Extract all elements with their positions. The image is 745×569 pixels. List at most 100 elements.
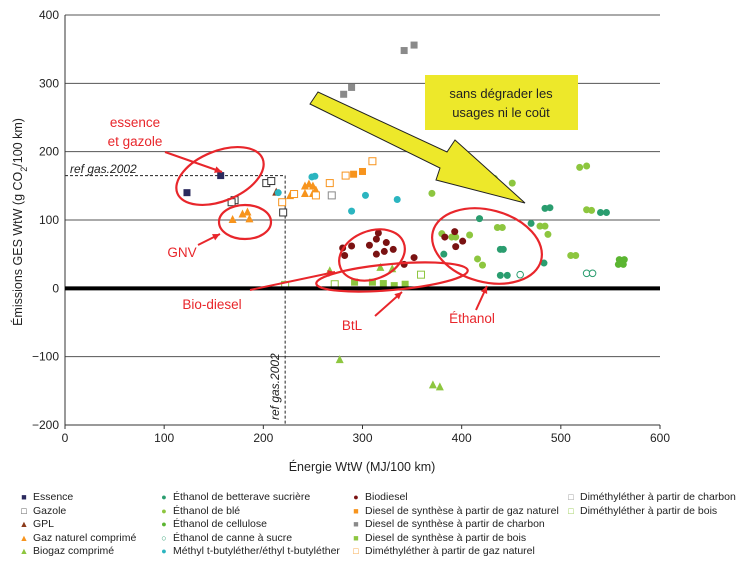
data-point xyxy=(508,179,516,187)
legend-label: Éthanol de canne à sucre xyxy=(173,531,293,544)
legend-item: ▲ GPL xyxy=(18,518,136,532)
data-point xyxy=(327,191,336,200)
legend-item: ○ Éthanol de canne à sucre xyxy=(158,532,340,546)
data-point xyxy=(311,172,319,180)
label-ref-vertical: ref gas.2002 xyxy=(268,353,282,420)
data-point xyxy=(308,181,317,190)
legend-item: ● Méthyl t-butyléther/éthyl t-butyléther xyxy=(158,545,340,559)
data-point xyxy=(368,278,376,286)
legend-item: ● Éthanol de betterave sucrière xyxy=(158,491,340,505)
legend-marker-icon: ▲ xyxy=(19,532,29,543)
label-biodiesel: Bio-diesel xyxy=(182,297,241,312)
legend-label: Diesel de synthèse à partir de gaz natur… xyxy=(365,504,559,517)
callout-line-1: sans dégrader les xyxy=(449,86,553,101)
legend-item: □ Diméthyléther à partir de bois xyxy=(565,505,736,519)
data-point xyxy=(335,355,344,364)
legend-marker-icon: ● xyxy=(161,505,167,516)
legend-marker-icon: ▲ xyxy=(19,546,29,557)
data-point xyxy=(390,282,398,290)
arrowhead xyxy=(327,270,335,277)
x-tick-label: 0 xyxy=(62,431,69,445)
data-point xyxy=(368,157,377,166)
data-point xyxy=(516,270,524,279)
legend-label: Méthyl t-butyléther/éthyl t-butyléther xyxy=(173,545,340,558)
data-point xyxy=(435,382,444,391)
legend-marker-icon: ■ xyxy=(353,519,359,530)
ellipse-gnv xyxy=(217,203,273,241)
arrowhead xyxy=(214,166,222,173)
data-point xyxy=(441,233,449,241)
data-point xyxy=(382,239,390,247)
legend-label: Éthanol de betterave sucrière xyxy=(173,491,311,503)
legend-label: Diméthyléther à partir de charbon xyxy=(580,491,736,503)
data-point xyxy=(348,83,356,91)
data-point xyxy=(496,271,504,279)
legend-marker-icon: ■ xyxy=(21,492,27,502)
legend-item: ■ Diesel de synthèse à partir de charbon xyxy=(350,518,559,532)
data-point xyxy=(389,245,397,253)
data-point xyxy=(300,189,309,198)
legend-label: Diméthyléther à partir de gaz naturel xyxy=(365,545,535,558)
legend-label: Diméthyléther à partir de bois xyxy=(580,504,718,517)
data-point xyxy=(541,222,549,230)
legend-label: Éthanol de cellulose xyxy=(173,518,267,531)
y-tick-label: 200 xyxy=(39,145,59,159)
legend-col-2: ● Éthanol de betterave sucrière ● Éthanol d… xyxy=(158,491,340,559)
label-gnv: GNV xyxy=(167,245,196,260)
legend-item: □ Gazole xyxy=(18,505,136,519)
legend-marker-icon: ■ xyxy=(353,505,359,516)
ellipse-btl xyxy=(315,261,469,293)
data-point xyxy=(245,214,254,223)
data-point xyxy=(350,170,358,178)
data-point xyxy=(428,380,437,389)
data-point xyxy=(440,250,448,258)
data-point xyxy=(341,252,349,260)
data-point xyxy=(183,189,191,197)
data-point xyxy=(540,259,548,267)
trend-arrow xyxy=(309,91,526,204)
data-point xyxy=(274,189,282,197)
arrow-essence xyxy=(164,151,223,173)
data-point xyxy=(452,243,460,251)
data-point xyxy=(503,271,511,279)
x-tick-label: 100 xyxy=(154,431,174,445)
data-point xyxy=(527,219,535,227)
x-tick-label: 600 xyxy=(650,431,670,445)
legend-marker-icon: □ xyxy=(568,505,574,516)
data-point xyxy=(374,229,382,237)
data-point xyxy=(311,191,320,200)
callout-line-2: usages ni le coût xyxy=(452,105,550,120)
x-tick-label: 400 xyxy=(452,431,472,445)
callout-box xyxy=(425,75,578,130)
data-point xyxy=(340,90,348,98)
data-points xyxy=(183,41,628,391)
data-point xyxy=(410,254,418,262)
data-point xyxy=(348,207,356,215)
arrowhead xyxy=(212,234,220,241)
label-ethanol: Éthanol xyxy=(449,311,495,326)
legend-col-3: ● Biodiesel ■ Diesel de synthèse à partir d… xyxy=(350,491,559,559)
arrowhead xyxy=(480,286,488,294)
data-point xyxy=(588,206,596,214)
legend-marker-icon: ▲ xyxy=(19,519,29,530)
ellipse-biodiesel xyxy=(338,228,406,282)
data-point xyxy=(341,171,350,180)
legend-marker-icon: ● xyxy=(161,519,167,530)
data-point xyxy=(536,222,544,230)
y-tick-label: 400 xyxy=(39,8,59,22)
ellipse-essence xyxy=(175,146,265,206)
data-point xyxy=(597,208,604,216)
data-point xyxy=(588,269,597,278)
data-point xyxy=(474,255,482,263)
data-point xyxy=(267,177,276,186)
legend-marker-icon: ● xyxy=(161,546,167,557)
legend-marker-icon: □ xyxy=(353,546,359,557)
legend-marker-icon: ■ xyxy=(353,532,359,543)
data-point xyxy=(376,262,385,271)
data-point xyxy=(466,231,474,239)
data-point xyxy=(410,41,418,49)
label-btl: BtL xyxy=(342,318,363,333)
x-axis-label: Énergie WtW (MJ/100 km) xyxy=(289,459,436,474)
data-point xyxy=(393,196,401,203)
